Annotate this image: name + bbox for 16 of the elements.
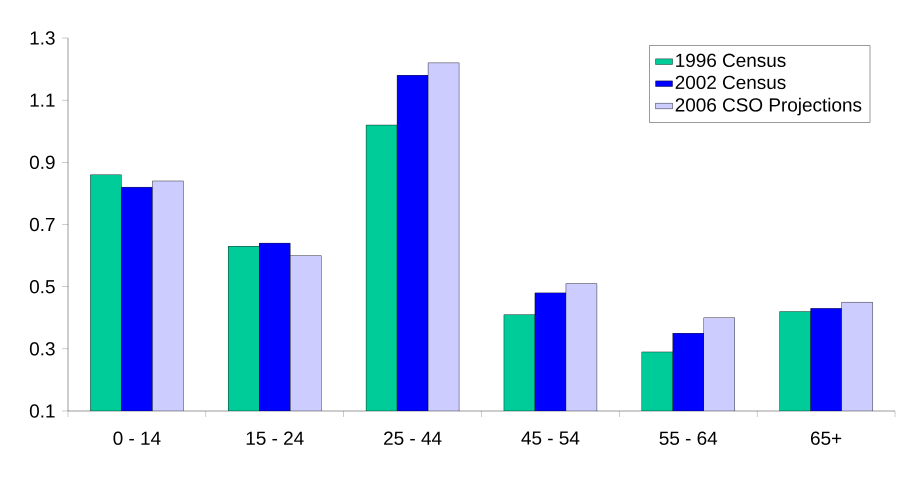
- y-tick-label: 0.5: [30, 280, 55, 294]
- y-tick-label: 0.3: [30, 342, 55, 356]
- y-tick-label: 0.9: [30, 156, 55, 170]
- y-tick-label: 1.3: [30, 31, 55, 45]
- legend-label: 2002 Census: [676, 76, 786, 90]
- y-tick-label: 1.1: [30, 94, 55, 107]
- x-tick-label: 0 - 14: [113, 432, 161, 445]
- y-tick-label: 0.7: [30, 218, 55, 232]
- x-tick-label: 55 - 64: [660, 432, 718, 445]
- x-tick-label: 15 - 24: [246, 432, 304, 445]
- y-tick-label: 0.1: [30, 404, 55, 418]
- x-tick-label: 25 - 44: [384, 432, 442, 445]
- legend-label: 2006 CSO Projections: [676, 98, 862, 116]
- legend-label: 1996 Census: [676, 54, 786, 68]
- x-tick-label: 65+: [810, 432, 842, 445]
- x-tick-label: 45 - 54: [521, 432, 580, 445]
